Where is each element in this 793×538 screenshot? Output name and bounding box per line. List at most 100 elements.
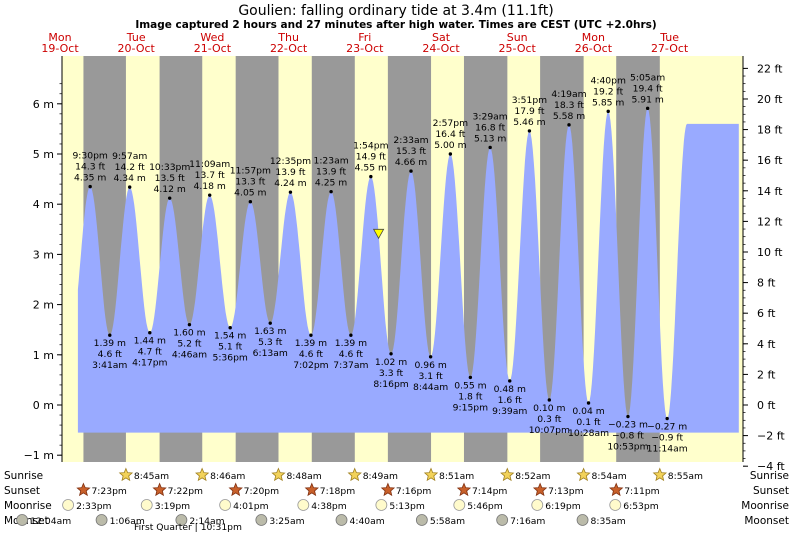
- left-tick-label: 1 m: [33, 349, 54, 362]
- high-tide-metres: 5.13 m: [474, 133, 506, 144]
- low-tide-time: 5:36pm: [212, 353, 247, 364]
- sunrise-time: 8:55am: [668, 471, 703, 482]
- tide-area-layer: [77, 108, 739, 433]
- moonrise-time: 4:01pm: [233, 501, 268, 512]
- low-tide-feet: 5.2 ft: [177, 339, 202, 350]
- sunset-icon: [380, 482, 396, 497]
- right-tick-label: 2 ft: [757, 368, 776, 381]
- sunrise-icon: [423, 467, 439, 482]
- low-tide-time: 4:46am: [172, 350, 207, 361]
- low-tide-metres: 1.54 m: [214, 331, 246, 342]
- sunset-time: 7:18pm: [320, 486, 355, 497]
- low-tide-metres: 1.39 m: [295, 338, 327, 349]
- day-name: Sat: [432, 31, 451, 44]
- high-tide-metres: 4.35 m: [74, 173, 106, 184]
- left-tick-label: −1 m: [24, 449, 54, 462]
- high-tide-metres: 5.91 m: [631, 94, 663, 105]
- sunset-time: 7:22pm: [168, 486, 203, 497]
- high-tide-time: 3:51pm: [512, 95, 547, 106]
- sunrise-icon: [652, 467, 667, 482]
- high-tide-point: [88, 184, 92, 189]
- sun-moon-rows: Sunrise Sunrise 8:45am 8:46am 8:48am 8:49am 8:…: [4, 467, 789, 527]
- low-tide-time: 7:02pm: [293, 360, 328, 371]
- moonset-time: 1:06am: [110, 516, 145, 527]
- high-tide-time: 11:09am: [189, 159, 230, 170]
- low-tide-metres: 0.10 m: [533, 403, 565, 414]
- high-tide-metres: 4.66 m: [395, 157, 427, 168]
- high-tide-feet: 14.9 ft: [356, 152, 386, 163]
- high-tide-time: 4:19am: [551, 89, 586, 100]
- low-tide-feet: 4.6 ft: [98, 349, 123, 360]
- sunrise-time: 8:52am: [515, 471, 550, 482]
- left-tick-label: 6 m: [33, 98, 54, 111]
- low-tide-point: [389, 352, 393, 356]
- high-tide-feet: 17.9 ft: [514, 106, 544, 117]
- low-tide-time: 6:13am: [253, 348, 288, 359]
- right-tick-label: 0 ft: [757, 399, 776, 412]
- low-tide-feet: 3.1 ft: [419, 371, 444, 382]
- low-tide-point: [626, 414, 630, 419]
- sunrise-icon: [576, 467, 591, 482]
- low-tide-point: [309, 333, 313, 337]
- sunset-time: 7:11pm: [624, 486, 659, 497]
- day-name: Mon: [48, 31, 71, 44]
- moonrise-time: 6:19pm: [545, 501, 580, 512]
- sunset-row-label-left: Sunset: [4, 485, 40, 497]
- high-tide-point: [606, 109, 610, 114]
- high-tide-point: [248, 199, 253, 204]
- right-tick-label: 14 ft: [757, 185, 783, 198]
- sunrise-icon: [500, 467, 515, 482]
- chart-subtitle: Image captured 2 hours and 27 minutes af…: [135, 19, 656, 31]
- high-tide-feet: 18.3 ft: [554, 100, 584, 111]
- high-tide-time: 9:30pm: [72, 151, 107, 162]
- low-tide-time: 9:15pm: [453, 402, 488, 413]
- sunrise-time: 8:45am: [134, 471, 169, 482]
- moonset-time: 3:25am: [269, 516, 304, 527]
- low-tide-time: 8:16pm: [373, 379, 408, 390]
- sunset-time: 7:23pm: [91, 486, 126, 497]
- left-tick-label: 5 m: [33, 148, 54, 161]
- low-tide-point: [148, 331, 152, 335]
- low-tide-feet: 1.6 ft: [498, 395, 523, 406]
- high-tide-feet: 15.3 ft: [396, 146, 426, 157]
- day-date: 27-Oct: [651, 42, 689, 55]
- low-tide-feet: 1.8 ft: [458, 391, 483, 402]
- sunrise-icon: [118, 467, 134, 482]
- sunset-time: 7:14pm: [472, 486, 507, 497]
- low-tide-point: [187, 322, 192, 327]
- day-name: Tue: [126, 31, 146, 44]
- sunrise-icon: [271, 467, 286, 482]
- high-tide-metres: 5.46 m: [513, 117, 545, 128]
- day-name: Fri: [358, 31, 371, 44]
- day-name: Thu: [277, 31, 299, 44]
- low-tide-time: 4:17pm: [132, 358, 167, 369]
- high-tide-time: 1:54pm: [353, 141, 388, 152]
- low-tide-point: [428, 355, 433, 359]
- high-tide-time: 1:23am: [313, 156, 348, 167]
- sunset-icon: [304, 482, 319, 497]
- right-tick-label: 6 ft: [757, 307, 776, 320]
- moonrise-icon: [62, 499, 74, 511]
- moonset-time: 2:14am: [189, 516, 224, 527]
- high-tide-time: 11:57pm: [230, 166, 271, 177]
- high-tide-metres: 4.24 m: [274, 178, 306, 189]
- low-tide-point: [665, 416, 669, 421]
- low-tide-feet: 3.3 ft: [379, 368, 404, 379]
- moonrise-row-label-right: Moonrise: [741, 500, 789, 512]
- low-tide-point: [508, 379, 512, 383]
- high-tide-time: 9:57am: [112, 151, 147, 162]
- day-date: 21-Oct: [194, 42, 232, 55]
- left-tick-label: 4 m: [33, 198, 54, 211]
- low-tide-point: [349, 333, 353, 337]
- sunset-icon: [532, 482, 548, 497]
- high-tide-metres: 5.00 m: [434, 140, 466, 151]
- high-tide-feet: 13.3 ft: [235, 177, 265, 188]
- low-tide-point: [268, 321, 272, 325]
- high-tide-time: 2:57pm: [433, 118, 468, 129]
- moonrise-icon: [219, 499, 232, 511]
- day-date: 25-Oct: [499, 42, 537, 55]
- moonset-time: 7:16am: [510, 516, 545, 527]
- moonrise-row-label-left: Moonrise: [4, 500, 52, 512]
- high-tide-point: [329, 189, 333, 194]
- right-tick-label: 12 ft: [757, 215, 783, 228]
